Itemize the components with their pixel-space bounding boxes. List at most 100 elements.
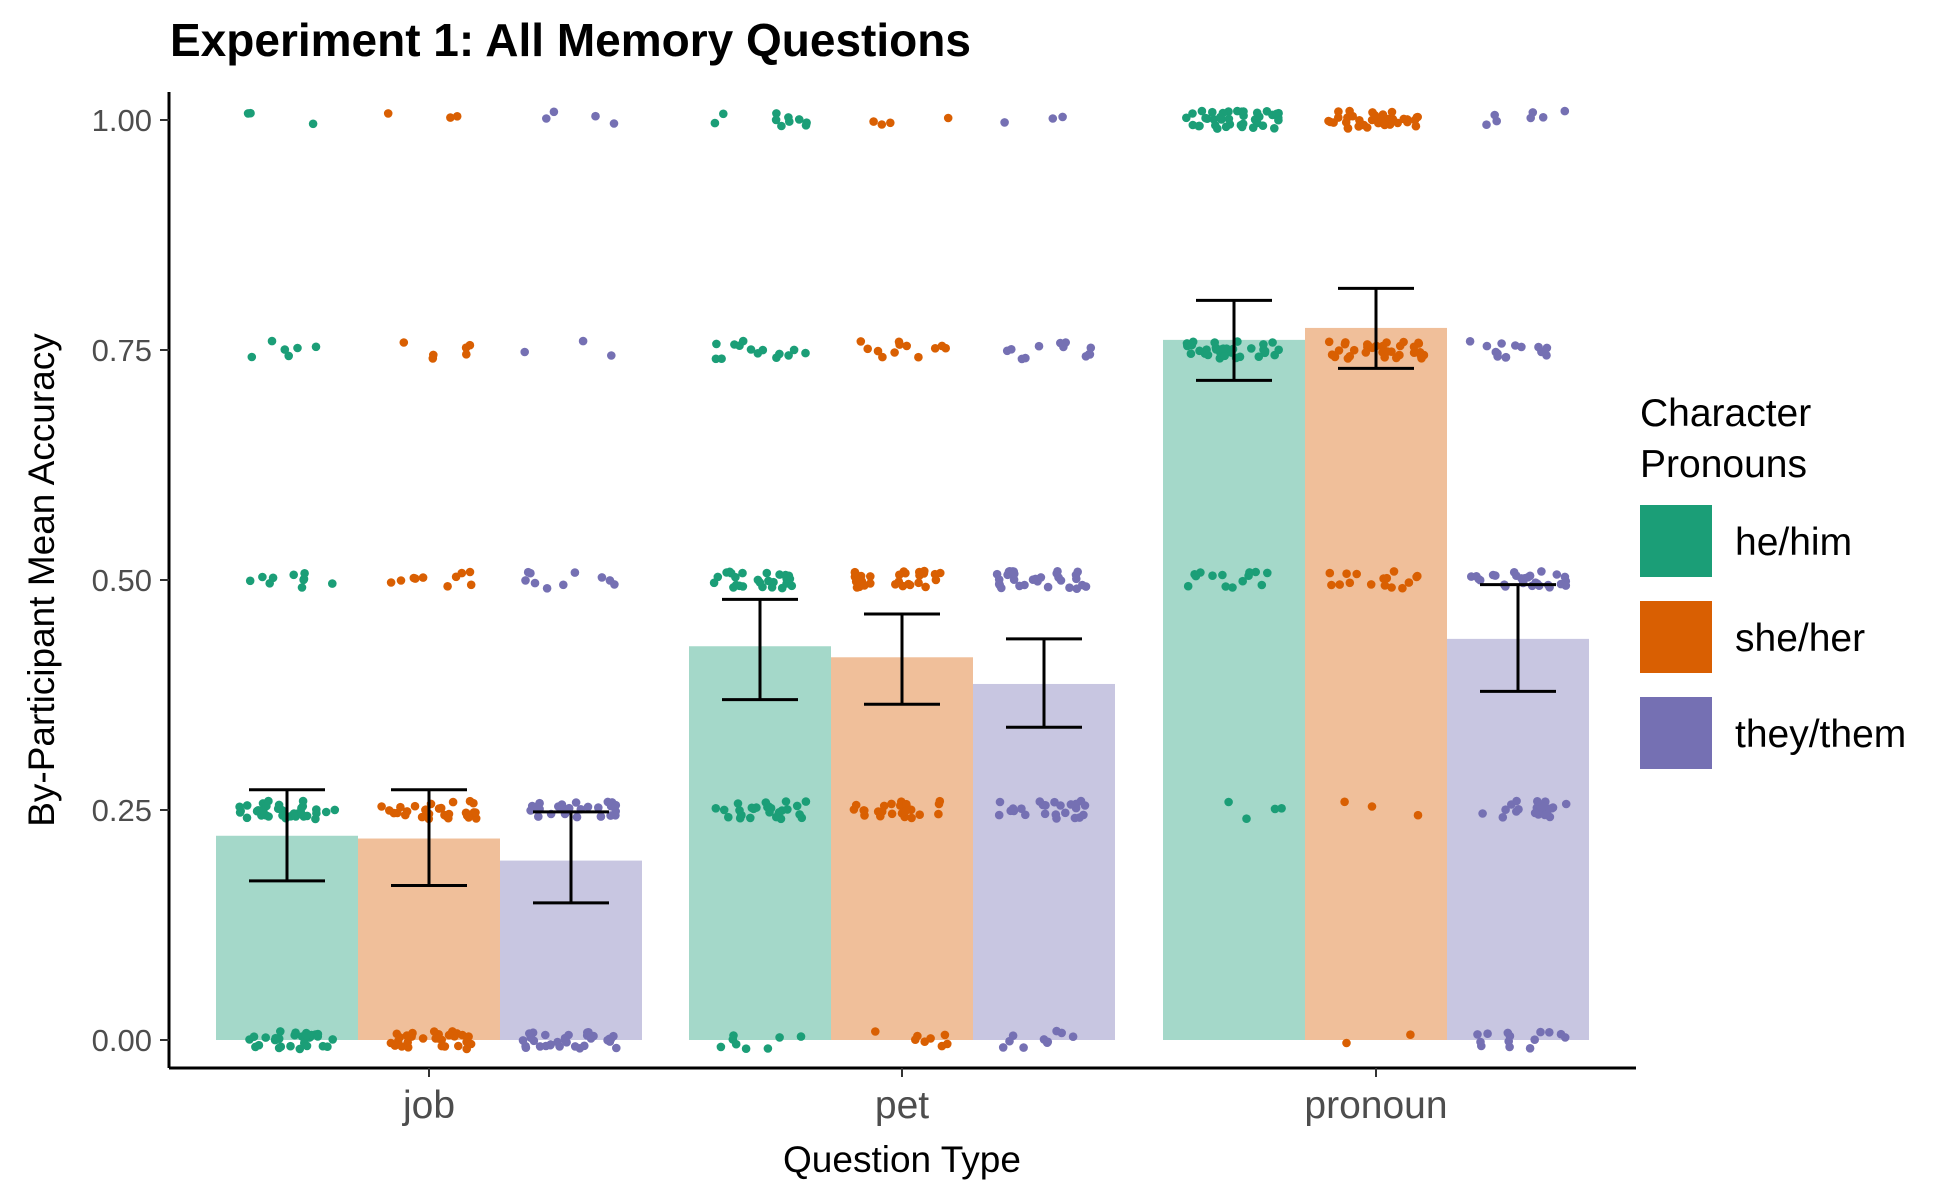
data-point	[534, 812, 543, 821]
data-point	[1061, 808, 1070, 818]
data-point	[724, 812, 733, 822]
data-point	[271, 1033, 280, 1043]
data-point	[943, 113, 953, 123]
data-point	[402, 807, 412, 816]
data-point	[1413, 571, 1422, 581]
data-point	[794, 115, 804, 124]
data-point	[428, 354, 438, 363]
data-point	[731, 572, 740, 582]
data-point	[1342, 569, 1351, 578]
data-point	[526, 568, 535, 578]
data-point	[561, 1036, 570, 1045]
data-point	[521, 576, 530, 585]
data-point	[1040, 809, 1050, 819]
data-point	[1191, 571, 1201, 581]
data-point	[462, 350, 471, 359]
data-point	[1201, 113, 1210, 123]
data-point	[1406, 1030, 1415, 1039]
data-point	[1561, 581, 1571, 590]
data-point	[1404, 578, 1414, 587]
data-point	[911, 1035, 920, 1044]
data-point	[1498, 813, 1508, 822]
data-point	[383, 109, 393, 118]
data-point	[1247, 344, 1256, 353]
data-point	[1252, 108, 1262, 118]
data-point	[758, 345, 768, 355]
data-point	[1257, 580, 1267, 590]
data-point	[311, 814, 320, 824]
data-point	[596, 812, 606, 821]
data-point	[1035, 797, 1045, 806]
data-point	[712, 339, 721, 349]
data-point	[259, 806, 268, 815]
data-point	[764, 576, 773, 586]
data-point	[408, 1028, 417, 1038]
data-point	[717, 354, 726, 364]
data-point	[396, 802, 405, 812]
data-point	[1245, 568, 1254, 577]
data-point	[1262, 107, 1272, 116]
data-point	[594, 803, 603, 812]
data-point	[887, 799, 896, 809]
data-point	[859, 806, 868, 815]
data-point	[440, 1042, 450, 1051]
y-tick-label: 0.75	[92, 333, 152, 368]
data-point	[443, 582, 452, 591]
data-point	[1415, 348, 1425, 357]
data-point	[737, 810, 746, 820]
data-point	[765, 808, 774, 817]
data-point	[802, 118, 811, 127]
data-point	[235, 802, 244, 812]
data-point	[1560, 106, 1570, 116]
legend-items: he/him she/her they/them	[1640, 505, 1906, 769]
data-point	[937, 1041, 947, 1051]
y-tick-label: 1.00	[92, 103, 152, 138]
data-point	[1387, 583, 1396, 592]
data-point	[931, 575, 941, 585]
data-point	[762, 568, 772, 578]
data-point	[771, 115, 781, 125]
data-point	[887, 809, 897, 819]
y-tick-label: 0.00	[92, 1023, 152, 1058]
data-point	[1399, 337, 1408, 347]
data-point	[541, 1030, 550, 1040]
data-point	[746, 813, 755, 823]
data-point	[755, 578, 765, 587]
data-point	[1235, 352, 1245, 362]
data-point	[992, 569, 1002, 579]
data-point	[295, 1044, 305, 1054]
data-point	[787, 581, 797, 591]
data-point	[1512, 796, 1521, 806]
data-point	[914, 578, 923, 588]
x-tick-label-pronoun: pronoun	[1304, 1084, 1447, 1127]
data-point	[466, 1039, 476, 1049]
error-bar-pronoun-they-them	[1480, 583, 1556, 693]
data-point	[1483, 1029, 1492, 1038]
data-point	[930, 344, 940, 353]
error-bar-job-she-her	[391, 788, 467, 887]
data-point	[1056, 338, 1065, 348]
data-point	[1268, 338, 1277, 347]
data-point	[1066, 800, 1076, 809]
data-point	[254, 1040, 264, 1050]
data-point	[1530, 808, 1540, 818]
data-point	[895, 570, 904, 580]
data-point	[578, 336, 588, 346]
data-point	[521, 1043, 531, 1052]
data-point	[1211, 121, 1220, 130]
data-point	[738, 582, 748, 591]
data-point	[1056, 801, 1065, 810]
data-point	[434, 1034, 443, 1043]
data-point	[1345, 578, 1355, 588]
data-point	[1533, 797, 1542, 806]
bar-pet-he-him	[689, 646, 831, 1040]
legend-item-she-her: she/her	[1640, 601, 1865, 673]
legend-title-line-2: Pronouns	[1640, 443, 1807, 486]
y-axis-title: By-Participant Mean Accuracy	[21, 333, 62, 827]
data-point	[1399, 114, 1409, 124]
data-point	[725, 567, 734, 577]
data-point	[553, 1037, 562, 1047]
data-point	[1224, 797, 1233, 807]
y-tick-label: 0.25	[92, 793, 152, 828]
data-point	[746, 345, 756, 354]
